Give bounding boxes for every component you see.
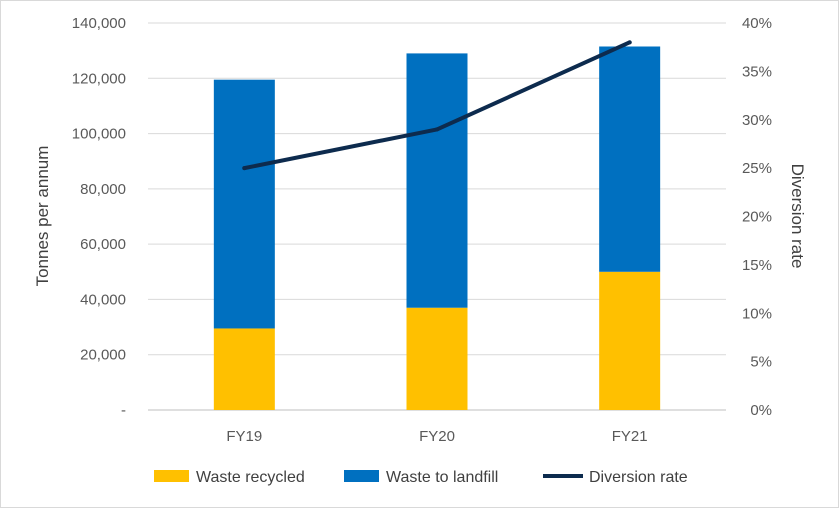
y-tick-label: - — [121, 402, 126, 419]
y2-tick-label: 0% — [750, 402, 772, 419]
y-axis-title: Tonnes per annum — [33, 146, 52, 287]
y-tick-label: 100,000 — [72, 126, 126, 143]
y-tick-label: 120,000 — [72, 70, 126, 87]
bars — [213, 46, 661, 410]
bar-waste-recycled-fy20 — [406, 307, 468, 410]
y2-tick-label: 10% — [742, 305, 772, 322]
y2-tick-label: 15% — [742, 257, 772, 274]
x-tick-label: FY21 — [612, 428, 648, 445]
diversion-line-layer — [242, 40, 632, 171]
legend-label-waste-to-landfill: Waste to landfill — [386, 469, 498, 486]
x-tick-label: FY19 — [226, 428, 262, 445]
y2-axis-title: Diversion rate — [788, 164, 807, 269]
y2-tick-label: 25% — [742, 160, 772, 177]
legend-label-waste-recycled: Waste recycled — [196, 469, 305, 486]
point-diversion-rate-fy20 — [435, 127, 439, 132]
bar-waste-to-landfill-fy21 — [599, 46, 661, 272]
y-tick-label: 60,000 — [80, 236, 126, 253]
y2-tick-label: 30% — [742, 112, 772, 129]
bar-waste-to-landfill-fy19 — [213, 79, 275, 329]
point-diversion-rate-fy19 — [242, 166, 247, 171]
axis-ticks: - 20,000 40,000 60,000 80,000 100,000 120,000 1… — [72, 15, 772, 445]
y2-tick-label: 35% — [742, 63, 772, 80]
y2-tick-label: 40% — [742, 15, 772, 32]
point-diversion-rate-fy21 — [627, 40, 632, 45]
y-tick-label: 80,000 — [80, 181, 126, 198]
y-tick-label: 40,000 — [80, 291, 126, 308]
bar-waste-to-landfill-fy20 — [406, 53, 468, 308]
y2-tick-label: 20% — [742, 209, 772, 226]
bar-waste-recycled-fy19 — [213, 328, 275, 410]
y-tick-label: 140,000 — [72, 15, 126, 32]
x-tick-label: FY20 — [419, 428, 455, 445]
y-tick-label: 20,000 — [80, 347, 126, 364]
bar-waste-recycled-fy21 — [599, 271, 661, 410]
legend-swatch-waste-to-landfill — [344, 470, 379, 482]
legend-label-diversion-rate: Diversion rate — [589, 469, 688, 486]
y2-tick-label: 5% — [750, 354, 772, 371]
legend: Waste recycled Waste to landfill Diversi… — [154, 469, 688, 486]
legend-swatch-waste-recycled — [154, 470, 189, 482]
